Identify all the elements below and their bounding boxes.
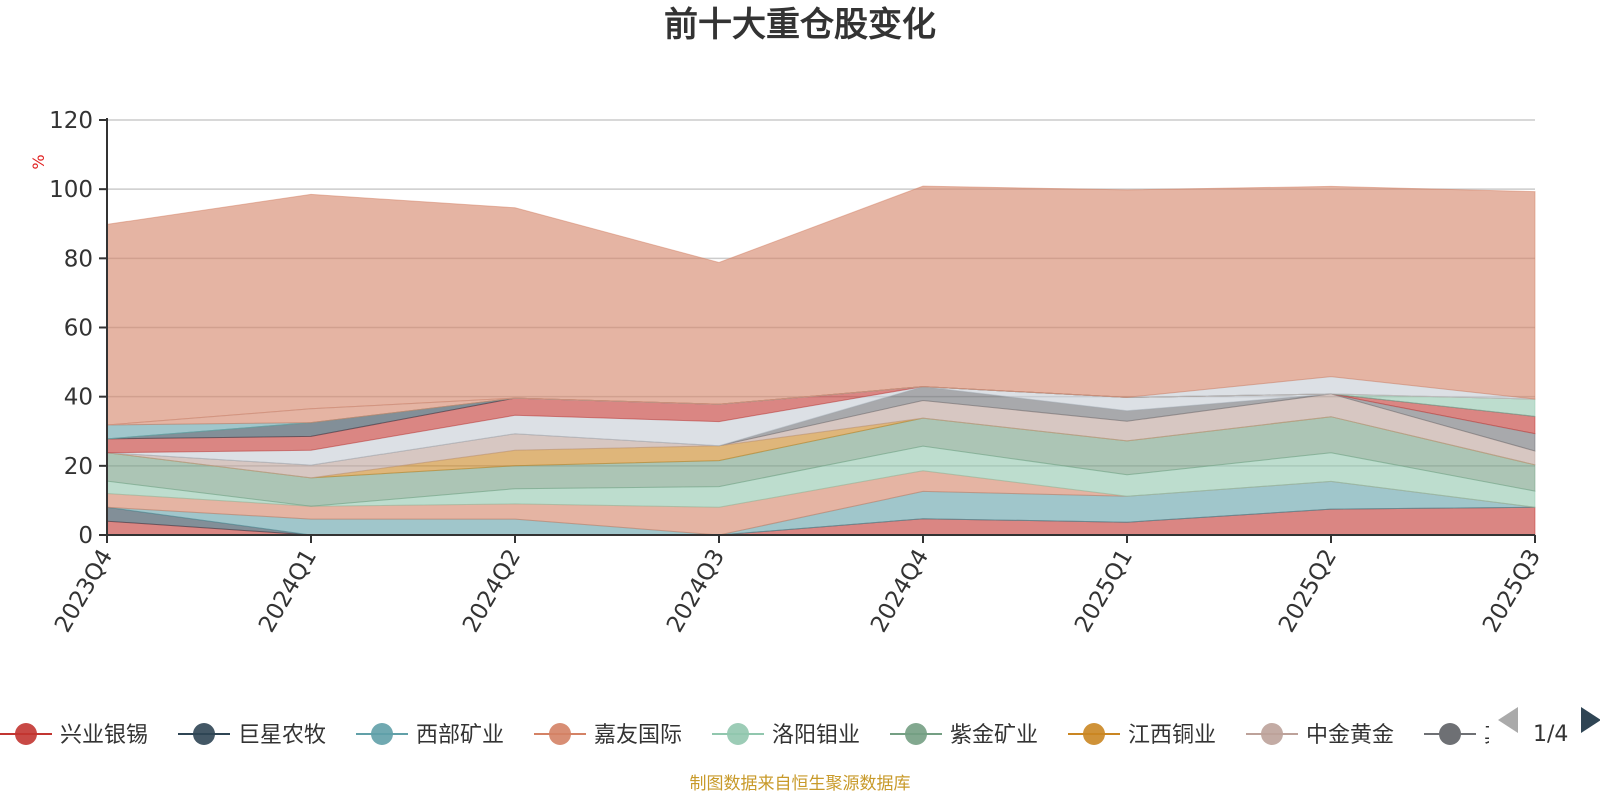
x-tick-label: 2025Q1 xyxy=(1070,545,1138,637)
legend-pager: 1/4 xyxy=(1498,707,1600,747)
legend-prev-icon[interactable] xyxy=(1498,707,1518,733)
legend-label: 紫金矿业 xyxy=(950,723,1038,748)
legend-marker xyxy=(193,723,215,745)
series-area-16 xyxy=(106,185,1536,426)
x-tick-label: 2025Q2 xyxy=(1274,545,1342,637)
y-axis-ticks: 0 20 40 60 80 100 120 xyxy=(49,108,107,549)
x-tick-label: 2024Q4 xyxy=(866,545,934,637)
legend-item[interactable]: 兴业银锡 xyxy=(0,723,148,748)
chart-title: 前十大重仓股变化 xyxy=(664,5,936,45)
data-source-note: 制图数据来自恒生聚源数据库 xyxy=(690,774,911,794)
x-tick-label: 2024Q2 xyxy=(458,545,526,637)
legend-marker xyxy=(549,723,571,745)
legend-item[interactable]: 江西铜业 xyxy=(1068,723,1216,748)
legend-item[interactable]: 洛阳钼业 xyxy=(712,723,860,748)
y-tick-label: 100 xyxy=(49,177,93,203)
x-tick-label: 2024Q1 xyxy=(254,545,322,637)
y-tick-label: 0 xyxy=(78,523,93,549)
legend-marker xyxy=(371,723,393,745)
legend-item[interactable]: 嘉友国际 xyxy=(534,723,682,748)
legend-marker xyxy=(15,723,37,745)
legend-next-icon[interactable] xyxy=(1581,707,1600,733)
legend-label: 洛阳钼业 xyxy=(772,723,860,748)
legend-item[interactable]: 中金黄金 xyxy=(1246,723,1394,748)
x-tick-label: 2025Q3 xyxy=(1478,545,1546,637)
legend-item-partial[interactable]: 其 xyxy=(1424,723,1506,748)
legend-label: 兴业银锡 xyxy=(60,723,148,748)
series-areas xyxy=(106,185,1536,536)
legend-item[interactable]: 西部矿业 xyxy=(356,723,504,748)
legend-marker xyxy=(727,723,749,745)
x-tick-label: 2023Q4 xyxy=(50,545,118,637)
legend-item[interactable]: 巨星农牧 xyxy=(178,723,326,748)
y-axis-unit: % xyxy=(29,154,48,169)
legend-label: 其 xyxy=(1484,723,1506,748)
y-tick-label: 60 xyxy=(64,316,93,342)
legend-marker xyxy=(1439,723,1461,745)
legend-marker xyxy=(905,723,927,745)
x-axis-ticks: 2023Q4 2024Q1 2024Q2 2024Q3 2024Q4 2025Q1 2025… xyxy=(50,535,1546,637)
legend-marker xyxy=(1083,723,1105,745)
legend-item[interactable]: 紫金矿业 xyxy=(890,723,1038,748)
legend-label: 中金黄金 xyxy=(1306,723,1394,748)
y-tick-label: 80 xyxy=(64,246,93,272)
x-tick-label: 2024Q3 xyxy=(662,545,730,637)
legend: 兴业银锡 巨星农牧 西部矿业 嘉友国际 洛阳钼业 紫金矿业 江西铜业 中金黄金 其 xyxy=(0,723,1506,748)
legend-label: 嘉友国际 xyxy=(594,723,682,748)
legend-page-indicator: 1/4 xyxy=(1533,722,1568,747)
legend-label: 西部矿业 xyxy=(416,723,504,748)
y-tick-label: 120 xyxy=(49,108,93,134)
y-tick-label: 40 xyxy=(64,385,93,411)
legend-label: 江西铜业 xyxy=(1128,723,1216,748)
legend-marker xyxy=(1261,723,1283,745)
y-tick-label: 20 xyxy=(64,454,93,480)
legend-label: 巨星农牧 xyxy=(238,723,326,748)
